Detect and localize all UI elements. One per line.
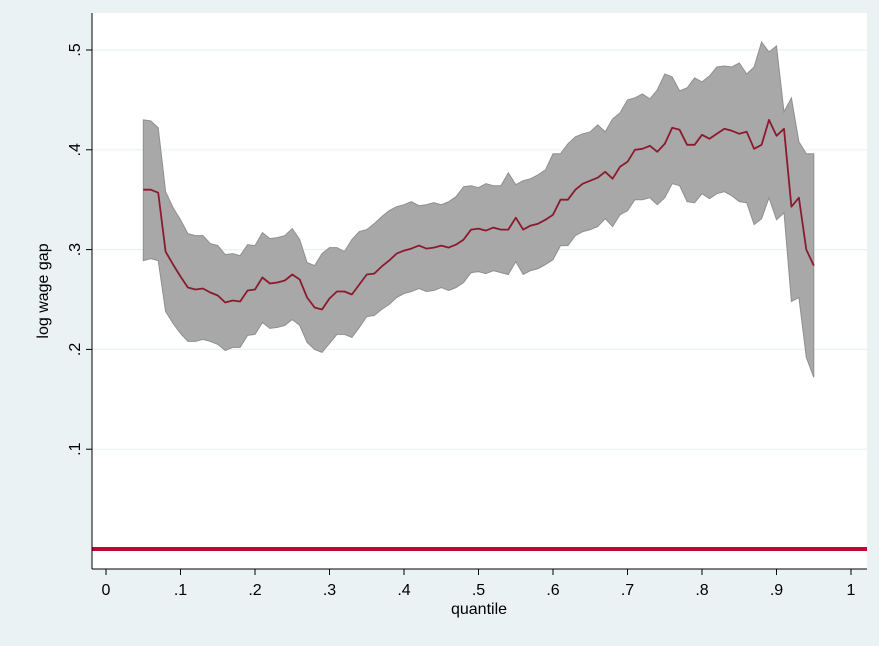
- x-tick-label: .1: [174, 582, 187, 599]
- x-tick-label: .9: [770, 582, 783, 599]
- estimate-line: [143, 119, 815, 311]
- x-tick-label: .7: [621, 582, 634, 599]
- y-tick-label: .3: [67, 243, 84, 256]
- x-axis-label: quantile: [451, 601, 507, 618]
- x-tick-label: .3: [323, 582, 336, 599]
- y-tick-label: .5: [67, 43, 84, 56]
- axes: [91, 13, 867, 570]
- confidence-band: [142, 40, 815, 378]
- y-tick-label: .4: [67, 143, 84, 156]
- y-axis-label: log wage gap: [35, 243, 52, 338]
- x-tick-label: 1: [847, 582, 856, 599]
- x-tick-label: .8: [695, 582, 708, 599]
- confidence-band-area: [142, 40, 815, 378]
- estimate-line-group: [143, 119, 815, 311]
- x-tick-label: .6: [546, 582, 559, 599]
- x-tick-label: 0: [102, 582, 111, 599]
- x-tick-label: .5: [472, 582, 485, 599]
- y-tick-label: .1: [67, 442, 84, 455]
- y-tick-label: .2: [67, 343, 84, 356]
- y-axis-ticks: .1 .2 .3 .4 .5: [67, 43, 92, 456]
- x-tick-label: .4: [397, 582, 410, 599]
- x-tick-label: .2: [248, 582, 261, 599]
- x-axis-ticks: 0 .1 .2 .3 .4 .5 .6 .7 .8 .9 1: [102, 569, 856, 599]
